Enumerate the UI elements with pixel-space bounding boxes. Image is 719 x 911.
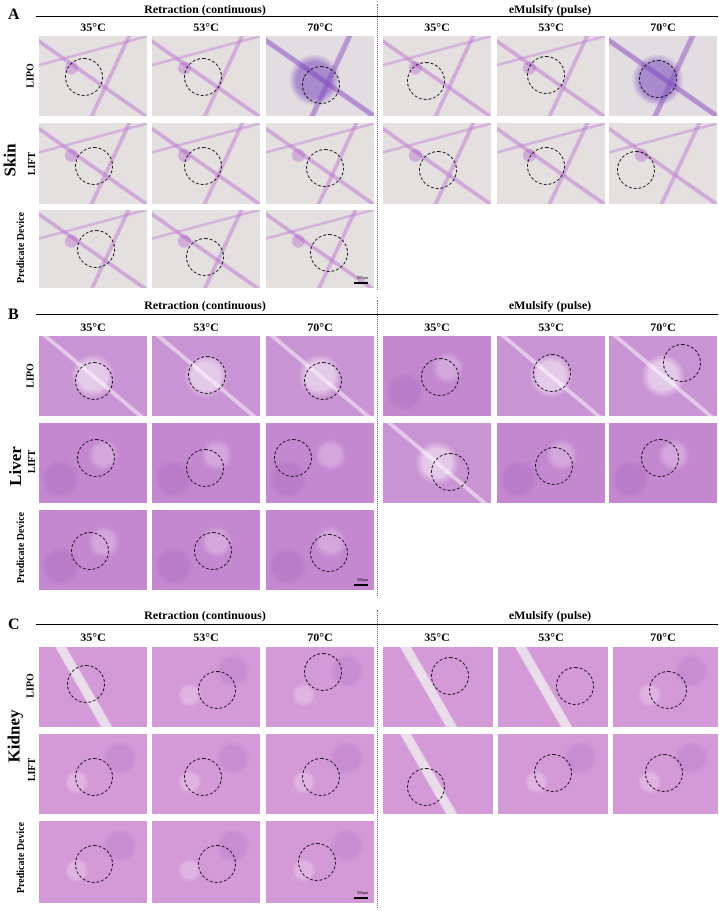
- micrograph-tile: [152, 210, 260, 288]
- scale-bar: [354, 584, 368, 586]
- micrograph-tile: [383, 734, 493, 814]
- micrograph-tile: [152, 734, 260, 814]
- temp-label: 53°C: [193, 20, 219, 34]
- micrograph-tile: [497, 336, 605, 416]
- micrograph-tile: [613, 734, 718, 814]
- group-separator: [377, 610, 378, 908]
- temp-label: 70°C: [650, 630, 676, 644]
- temp-label: 53°C: [538, 630, 564, 644]
- micrograph-tile: [39, 36, 147, 116]
- micrograph-tile: [39, 647, 147, 727]
- micrograph-tile: [152, 821, 260, 903]
- micrograph-tile: 500μm: [266, 821, 374, 903]
- micrograph-tile: [39, 734, 147, 814]
- micrograph-tile: [609, 36, 717, 116]
- temp-label: 35°C: [424, 630, 450, 644]
- micrograph-tile: [497, 36, 605, 116]
- organ-label: Kidney: [4, 709, 24, 763]
- temp-label: 70°C: [307, 630, 333, 644]
- row-label: LIFT: [27, 757, 39, 782]
- micrograph-tile: [39, 821, 147, 903]
- micrograph-tile: [609, 336, 717, 416]
- panel-letter: A: [8, 6, 20, 23]
- temp-label: 53°C: [538, 20, 564, 34]
- temp-label: 70°C: [307, 320, 333, 334]
- micrograph-tile: [39, 336, 147, 416]
- temp-label: 35°C: [80, 630, 106, 644]
- group-title-emulsify: eMulsify (pulse): [508, 298, 592, 312]
- micrograph-tile: [152, 336, 260, 416]
- group-title-retraction: Retraction (continuous): [144, 298, 266, 312]
- micrograph-tile: [39, 210, 147, 288]
- temp-label: 35°C: [80, 320, 106, 334]
- micrograph-tile: [152, 123, 260, 204]
- scale-bar-label: 500μm: [356, 577, 368, 582]
- row-label: LIFT: [27, 449, 39, 474]
- micrograph-tile: [497, 423, 605, 503]
- micrograph-tile: [266, 423, 374, 503]
- row-label: LIPO: [25, 63, 37, 88]
- row-label: LIPO: [25, 673, 37, 698]
- micrograph-tile: [613, 647, 718, 727]
- micrograph-tile: [266, 36, 374, 116]
- micrograph-tile: 500μm: [266, 210, 374, 288]
- row-label: LIPO: [25, 363, 37, 388]
- temp-label: 70°C: [650, 320, 676, 334]
- micrograph-tile: [39, 423, 147, 503]
- temp-label: 70°C: [650, 20, 676, 34]
- temp-label: 35°C: [80, 20, 106, 34]
- micrograph-tile: [498, 647, 608, 727]
- temp-label: 53°C: [193, 320, 219, 334]
- scale-bar: [354, 897, 368, 899]
- group-title-emulsify: eMulsify (pulse): [508, 608, 592, 622]
- micrograph-tile: [39, 123, 147, 204]
- micrograph-tile: [609, 423, 717, 503]
- group-title-retraction: Retraction (continuous): [144, 2, 266, 16]
- panel-letter: C: [8, 616, 20, 633]
- temp-label: 35°C: [424, 20, 450, 34]
- organ-label: Liver: [5, 446, 25, 486]
- micrograph-tile: [152, 36, 260, 116]
- micrograph-tile: [266, 123, 374, 204]
- micrograph-tile: [266, 336, 374, 416]
- group-title-emulsify: eMulsify (pulse): [508, 2, 592, 16]
- temp-label: 35°C: [424, 320, 450, 334]
- panel-letter: B: [8, 306, 19, 323]
- micrograph-tile: [383, 423, 491, 503]
- micrograph-tile: 500μm: [266, 510, 374, 590]
- micrograph-tile: [497, 123, 605, 204]
- micrograph-tile: [152, 647, 260, 727]
- micrograph-tile: [383, 123, 491, 204]
- scale-bar-label: 500μm: [356, 890, 368, 895]
- micrograph-tile: [609, 123, 717, 204]
- micrograph-tile: [383, 647, 493, 727]
- row-label: LIFT: [27, 151, 39, 176]
- temp-label: 70°C: [307, 20, 333, 34]
- scale-bar-label: 500μm: [356, 275, 368, 280]
- micrograph-tile: [266, 647, 374, 727]
- organ-label: Skin: [0, 143, 20, 177]
- micrograph-tile: [266, 734, 374, 814]
- panel-skin: A Retraction (continuous) eMulsify (puls…: [0, 0, 719, 290]
- micrograph-tile: [383, 36, 491, 116]
- micrograph-tile: [39, 510, 147, 590]
- panel-kidney: C Retraction (continuous) eMulsify (puls…: [0, 606, 719, 911]
- group-title-retraction: Retraction (continuous): [144, 608, 266, 622]
- row-label: Predicate Device: [16, 511, 28, 584]
- micrograph-tile: [152, 510, 260, 590]
- row-label: Predicate Device: [16, 821, 28, 894]
- micrograph-tile: [383, 336, 491, 416]
- micrograph-tile: [152, 423, 260, 503]
- micrograph-tile: [498, 734, 608, 814]
- temp-label: 53°C: [193, 630, 219, 644]
- panel-liver: B Retraction (continuous) eMulsify (puls…: [0, 296, 719, 596]
- group-separator: [377, 300, 378, 596]
- group-separator: [377, 4, 378, 290]
- temp-label: 53°C: [538, 320, 564, 334]
- scale-bar: [354, 282, 368, 284]
- row-label: Predicate Device: [16, 211, 28, 284]
